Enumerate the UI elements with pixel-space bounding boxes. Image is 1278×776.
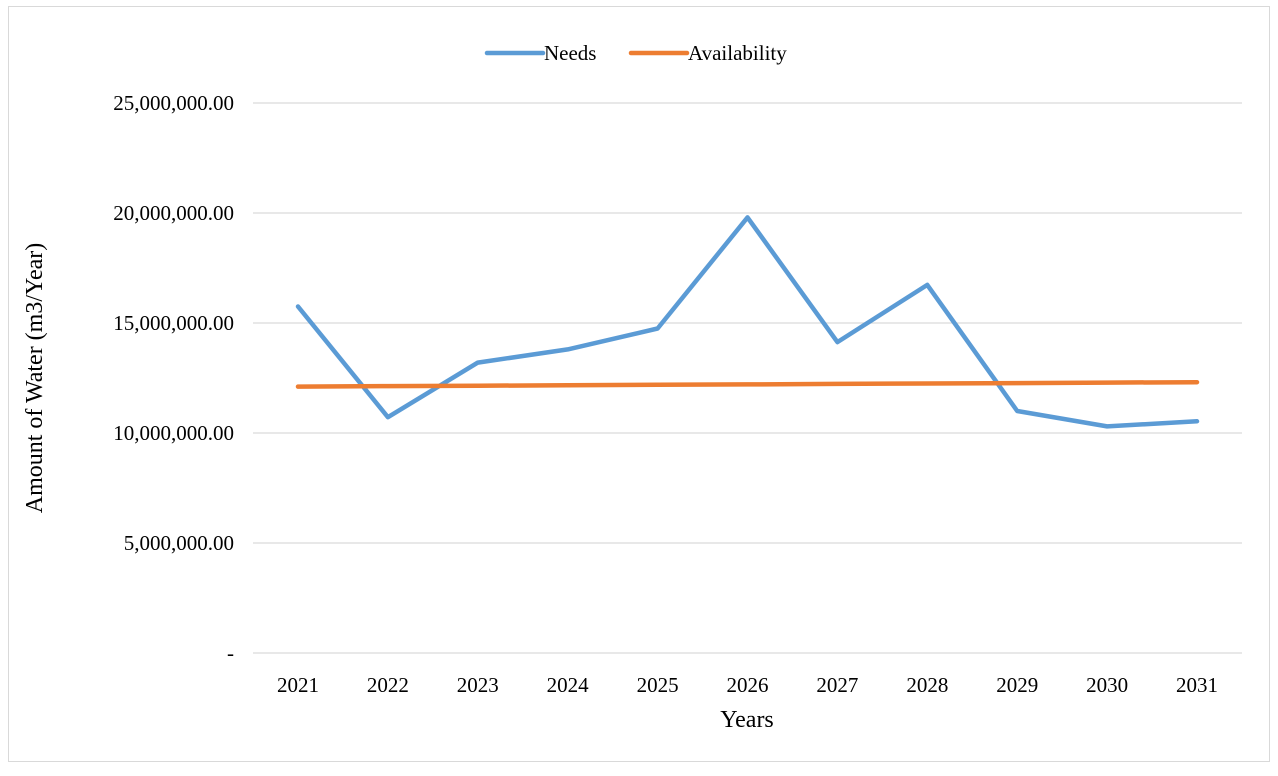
y-axis-ticks: - 5,000,000.00 10,000,000.00 15,000,000.00 2… (113, 91, 234, 665)
x-axis-ticks: 2021 2022 2023 2024 2025 2026 2027 2028 2029 2030… (277, 673, 1218, 697)
series-line-needs (295, 215, 1200, 429)
x-tick-label: 2022 (367, 673, 409, 697)
gridlines (253, 102, 1242, 654)
x-axis-title: Years (720, 707, 774, 733)
y-tick-label: 25,000,000.00 (113, 91, 234, 115)
x-tick-label: 2025 (637, 673, 679, 697)
x-tick-label: 2029 (996, 673, 1038, 697)
legend-label: Needs (544, 41, 596, 65)
x-tick-label: 2023 (457, 673, 499, 697)
x-tick-label: 2024 (547, 673, 590, 697)
x-tick-label: 2026 (727, 673, 769, 697)
y-tick-label: 20,000,000.00 (113, 201, 234, 225)
x-tick-label: 2027 (816, 673, 858, 697)
series-lines (295, 215, 1200, 429)
legend-label: Availability (688, 41, 787, 65)
x-tick-label: 2031 (1176, 673, 1218, 697)
legend: Needs Availability (484, 41, 787, 65)
y-tick-label: 5,000,000.00 (124, 531, 234, 555)
x-tick-label: 2030 (1086, 673, 1128, 697)
x-tick-label: 2028 (906, 673, 948, 697)
y-axis-title: Amount of Water (m3/Year) (22, 243, 48, 513)
y-tick-label: 15,000,000.00 (113, 311, 234, 335)
y-tick-label: 10,000,000.00 (113, 421, 234, 445)
x-tick-label: 2021 (277, 673, 319, 697)
y-tick-label: - (227, 641, 234, 665)
